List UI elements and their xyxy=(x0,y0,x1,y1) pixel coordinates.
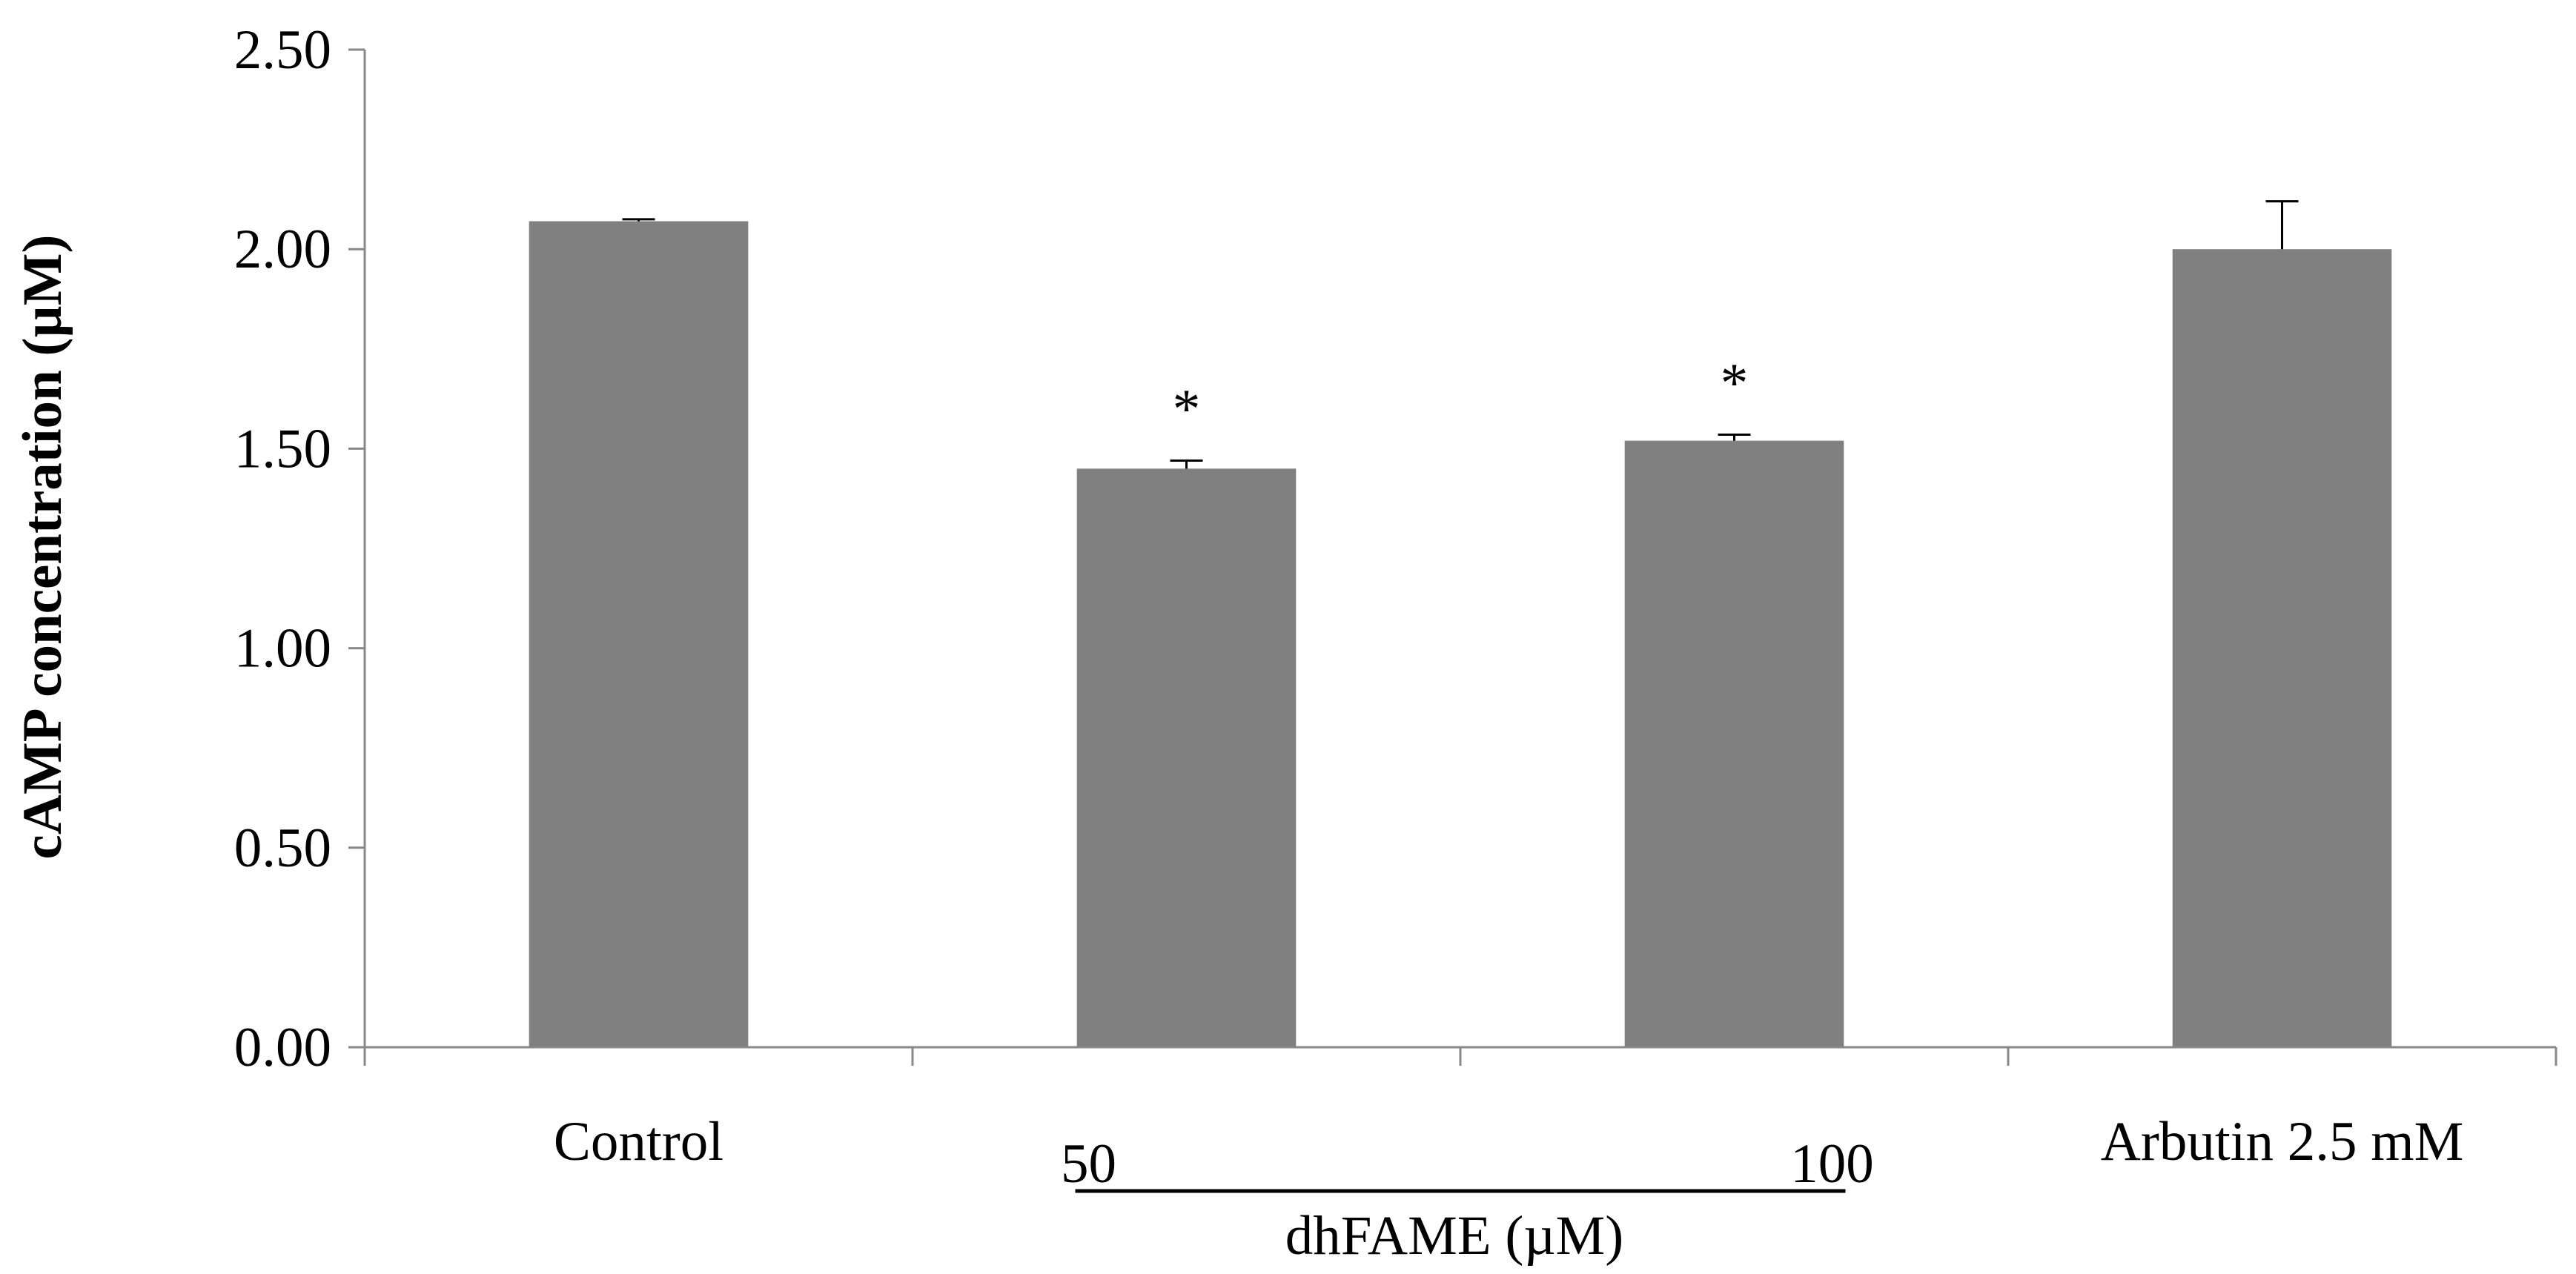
y-tick-label-5: 2.50 xyxy=(234,19,331,81)
bar-0 xyxy=(529,221,749,1048)
category-label-0: Control xyxy=(554,1111,724,1172)
bar-2 xyxy=(1624,440,1844,1047)
significance-marker-1: * xyxy=(1173,379,1201,440)
y-tick-label-0: 0.00 xyxy=(234,1017,331,1078)
y-tick-label-3: 1.50 xyxy=(234,418,331,480)
y-tick-label-1: 0.50 xyxy=(234,817,331,879)
error-bar-1 xyxy=(1170,459,1203,469)
bars-layer xyxy=(529,200,2392,1048)
bar-1 xyxy=(1076,468,1297,1047)
error-bar-0 xyxy=(622,218,655,222)
axes-layer xyxy=(348,48,2557,1193)
bar-3 xyxy=(2172,249,2392,1048)
labels-layer: Control * 50 * 100 Arbutin 2.5 mM 0.00 0.50 1.00… xyxy=(234,19,2464,1195)
category-label-1: 50 xyxy=(1061,1133,1116,1195)
y-axis-label: cAMP concentration (µM) xyxy=(12,235,73,860)
significance-marker-2: * xyxy=(1721,353,1749,414)
group-label: dhFAME (µM) xyxy=(1285,1205,1623,1267)
category-label-2: 100 xyxy=(1790,1133,1874,1195)
y-tick-label-2: 1.00 xyxy=(234,618,331,680)
error-bar-2 xyxy=(1718,434,1751,441)
error-bar-3 xyxy=(2265,200,2299,250)
category-label-3: Arbutin 2.5 mM xyxy=(2101,1111,2464,1172)
y-tick-label-4: 2.00 xyxy=(234,219,331,280)
